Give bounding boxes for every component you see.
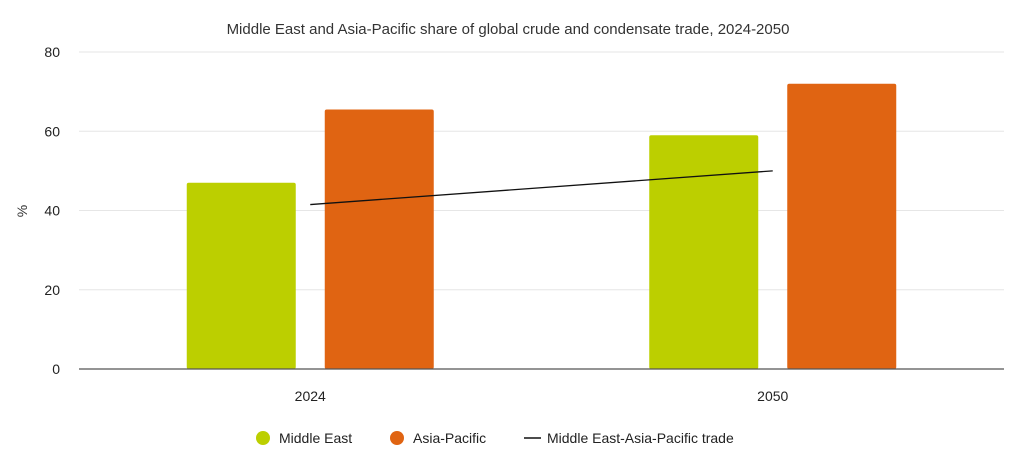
legend-swatch-middle-east: [256, 431, 270, 445]
bar-middle-east-2050[interactable]: [649, 135, 759, 369]
bar-asia-pacific-2050[interactable]: [787, 83, 897, 369]
y-tick-label: 60: [44, 123, 60, 139]
line-middle-east-asia-pacific-trade[interactable]: [310, 170, 773, 206]
y-tick-label: 0: [52, 361, 60, 377]
x-axis-ticks: 2024 2050: [295, 388, 789, 404]
legend-swatch-asia-pacific: [390, 431, 404, 445]
trend-lines: [310, 170, 773, 206]
y-axis-label: %: [14, 205, 30, 217]
y-axis-ticks: 0 20 40 60 80: [44, 44, 60, 377]
bar-asia-pacific-2024[interactable]: [324, 109, 434, 370]
x-tick-label: 2050: [757, 388, 788, 404]
y-tick-label: 80: [44, 44, 60, 60]
legend-label-asia-pacific[interactable]: Asia-Pacific: [413, 430, 486, 446]
legend-label-middle-east-asia-pacific-trade[interactable]: Middle East-Asia-Pacific trade: [547, 430, 734, 446]
y-tick-label: 20: [44, 282, 60, 298]
bar-middle-east-2024[interactable]: [186, 182, 296, 369]
legend: Middle East Asia-Pacific Middle East-Asia-…: [256, 430, 734, 446]
bars: [186, 83, 897, 370]
x-tick-label: 2024: [295, 388, 326, 404]
chart-title: Middle East and Asia-Pacific share of gl…: [227, 21, 790, 38]
y-tick-label: 40: [44, 203, 60, 219]
legend-label-middle-east[interactable]: Middle East: [279, 430, 352, 446]
